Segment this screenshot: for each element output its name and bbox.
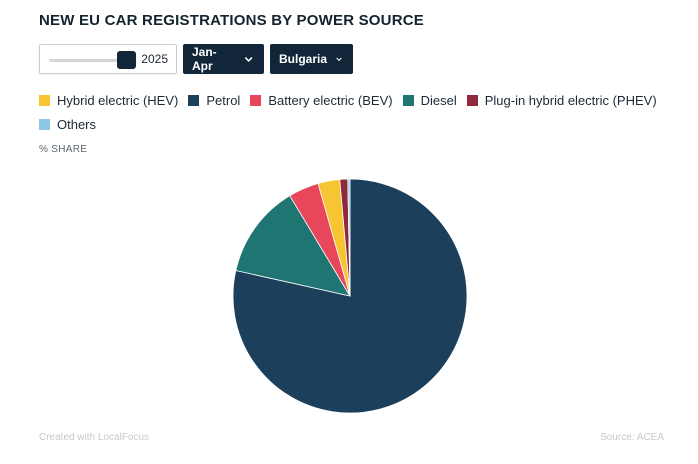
legend-label: Petrol	[206, 92, 241, 108]
chart-title: NEW EU CAR REGISTRATIONS BY POWER SOURCE	[39, 12, 424, 29]
legend-swatch	[466, 94, 478, 106]
pie-slice-others[interactable]	[347, 178, 351, 297]
legend-item[interactable]: Battery electric (BEV)	[250, 91, 393, 109]
legend-label: Others	[57, 116, 97, 132]
legend-label: Plug-in hybrid electric (PHEV)	[484, 92, 657, 108]
legend-swatch	[188, 94, 200, 106]
legend-item[interactable]: Others	[39, 115, 96, 133]
legend-swatch	[250, 94, 262, 106]
slider-track[interactable]	[49, 59, 133, 62]
country-label: Bulgaria	[279, 52, 328, 66]
controls-bar: 2025 Jan-Apr Bulgaria	[39, 44, 353, 74]
chart-legend: Hybrid electric (HEV) Petrol Battery elect…	[39, 91, 679, 133]
legend-item[interactable]: Hybrid electric (HEV)	[39, 91, 178, 109]
legend-label: Battery electric (BEV)	[268, 92, 393, 108]
period-label: Jan-Apr	[192, 45, 217, 73]
legend-swatch	[39, 118, 50, 130]
pie-slice-petrol[interactable]	[232, 178, 468, 414]
footer-credit: Created with LocalFocus	[39, 432, 150, 443]
period-dropdown[interactable]: Jan-Apr	[183, 44, 264, 74]
pie-slice-diesel[interactable]	[235, 195, 351, 297]
footer-source: Source: ACEA	[600, 432, 664, 443]
legend-swatch	[402, 94, 414, 106]
legend-swatch	[39, 94, 50, 106]
legend-item[interactable]: Petrol	[188, 91, 240, 109]
chevron-down-icon	[244, 57, 253, 62]
year-value: 2025	[141, 52, 168, 66]
country-dropdown[interactable]: Bulgaria	[270, 44, 353, 74]
slider-handle[interactable]	[117, 51, 136, 69]
year-slider[interactable]: 2025	[39, 44, 177, 74]
unit-label: % SHARE	[39, 144, 88, 155]
legend-label: Hybrid electric (HEV)	[57, 92, 179, 108]
chevron-down-icon	[336, 57, 342, 62]
legend-item[interactable]: Plug-in hybrid electric (PHEV)	[466, 91, 657, 109]
legend-item[interactable]: Diesel	[402, 91, 457, 109]
legend-label: Diesel	[420, 92, 457, 108]
